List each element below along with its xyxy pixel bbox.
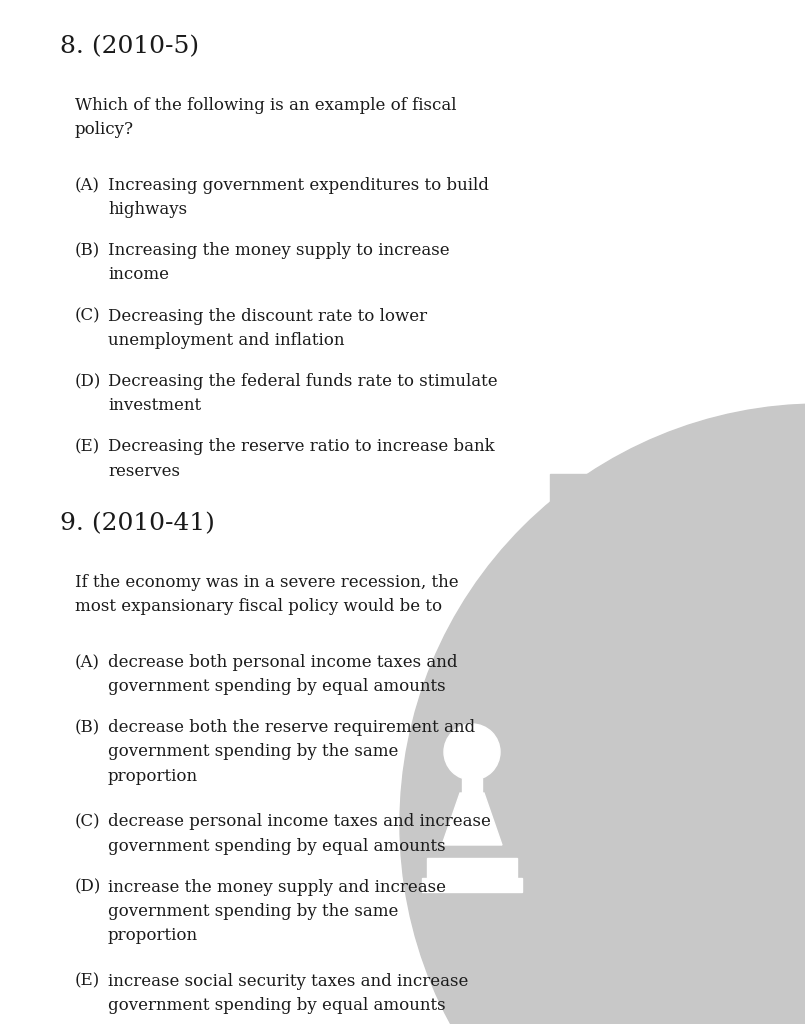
Circle shape	[444, 724, 500, 780]
Text: (A): (A)	[75, 177, 100, 194]
Text: (E): (E)	[75, 973, 101, 990]
Text: 9. (2010-41): 9. (2010-41)	[60, 512, 215, 535]
Text: Decreasing the reserve ratio to increase bank
reserves: Decreasing the reserve ratio to increase…	[108, 438, 494, 479]
Text: (B): (B)	[75, 719, 101, 736]
Text: (C): (C)	[75, 813, 101, 830]
Text: Which of the following is an example of fiscal
policy?: Which of the following is an example of …	[75, 97, 456, 138]
Text: (C): (C)	[75, 307, 101, 325]
Text: increase the money supply and increase
government spending by the same
proportio: increase the money supply and increase g…	[108, 879, 446, 944]
Text: (D): (D)	[75, 373, 101, 390]
Bar	[550, 474, 705, 1024]
Text: decrease personal income taxes and increase
government spending by equal amounts: decrease personal income taxes and incre…	[108, 813, 491, 854]
Text: (A): (A)	[75, 654, 100, 671]
Text: decrease both the reserve requirement and
government spending by the same
propor: decrease both the reserve requirement an…	[108, 719, 475, 784]
Text: Increasing government expenditures to build
highways: Increasing government expenditures to bu…	[108, 177, 489, 218]
Text: decrease both personal income taxes and
government spending by equal amounts: decrease both personal income taxes and …	[108, 654, 457, 695]
Text: Decreasing the discount rate to lower
unemployment and inflation: Decreasing the discount rate to lower un…	[108, 307, 427, 349]
Text: If the economy was in a severe recession, the
most expansionary fiscal policy wo: If the economy was in a severe recession…	[75, 574, 459, 615]
Bar	[427, 858, 517, 880]
Text: increase social security taxes and increase
government spending by equal amounts: increase social security taxes and incre…	[108, 973, 469, 1014]
Polygon shape	[442, 793, 502, 845]
Bar	[422, 878, 522, 892]
Text: (D): (D)	[75, 879, 101, 896]
Bar	[462, 778, 482, 793]
Text: Decreasing the federal funds rate to stimulate
investment: Decreasing the federal funds rate to sti…	[108, 373, 497, 414]
Text: 8. (2010-5): 8. (2010-5)	[60, 35, 199, 58]
Text: (B): (B)	[75, 243, 101, 259]
Circle shape	[400, 404, 805, 1024]
Text: Increasing the money supply to increase
income: Increasing the money supply to increase …	[108, 243, 450, 284]
Text: (E): (E)	[75, 438, 101, 456]
